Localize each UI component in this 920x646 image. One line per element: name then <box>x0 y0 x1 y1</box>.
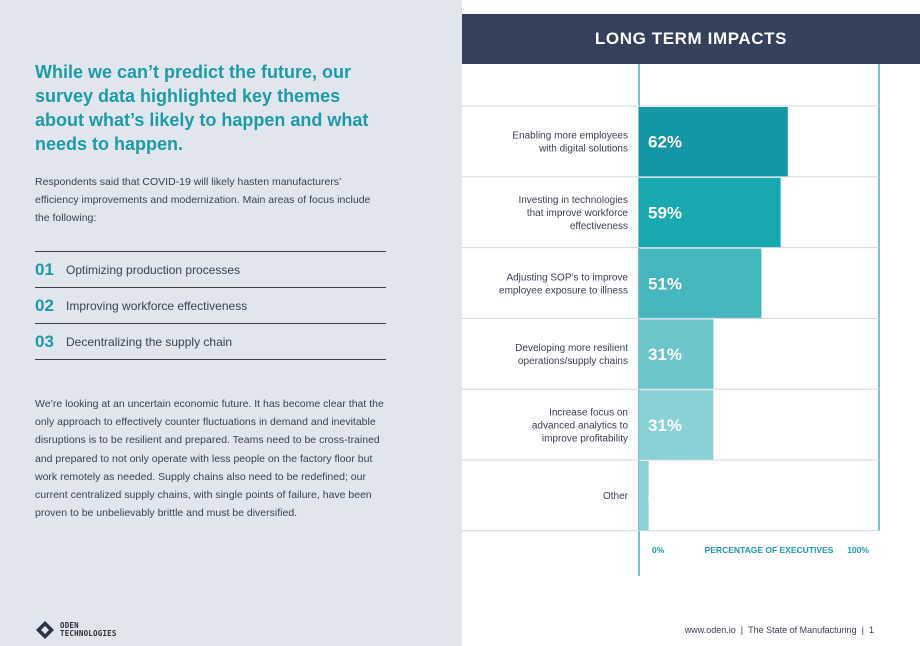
category-label-line: effectiveness <box>570 221 628 232</box>
category-label-line: Enabling more employees <box>512 131 628 142</box>
logo-line-2: TECHNOLOGIES <box>60 629 117 638</box>
bar-value-label: 62% <box>648 133 682 152</box>
page-footer: www.oden.io | The State of Manufacturing | 1 <box>685 625 874 635</box>
category-label-line: Investing in technologies <box>518 195 628 206</box>
category-label: Enabling more employees with digital solu… <box>512 131 628 155</box>
oden-logo: ODEN TECHNOLOGIES <box>35 620 117 640</box>
footer-page-number: 1 <box>868 625 874 635</box>
category-label-line: Other <box>603 491 629 502</box>
category-label-line: advanced analytics to <box>532 420 629 431</box>
bar <box>639 177 781 248</box>
category-label-line: operations/supply chains <box>518 356 628 367</box>
category-label-line: Increase focus on <box>549 407 628 418</box>
focus-item-2: 02 Improving workforce effectiveness <box>35 288 386 324</box>
body-paragraph: We’re looking at an uncertain economic f… <box>35 398 384 520</box>
focus-text: Decentralizing the supply chain <box>66 334 233 349</box>
bar-value-label: 59% <box>648 203 682 222</box>
focus-item-3: 03 Decentralizing the supply chain <box>35 324 386 360</box>
category-label-line: improve profitability <box>542 433 628 444</box>
category-label: Investing in technologies that improve wo… <box>518 195 628 232</box>
category-label-line: that improve workforce <box>527 208 629 219</box>
x-axis-max-label: 100% <box>847 545 869 555</box>
focus-text: Optimizing production processes <box>66 262 241 277</box>
bar <box>639 107 788 177</box>
footer-publication: The State of Manufacturing <box>748 625 857 635</box>
footer-separator: | <box>861 625 864 635</box>
focus-number: 03 <box>35 331 54 351</box>
bar-value-label: 31% <box>648 345 682 364</box>
intro-paragraph: Respondents said that COVID-19 will like… <box>35 176 371 224</box>
logo-wordmark: ODEN TECHNOLOGIES <box>60 620 117 639</box>
chart-title-banner: LONG TERM IMPACTS <box>462 14 920 64</box>
bar-value-label: 31% <box>648 416 682 435</box>
left-panel: While we can’t predict the future, our s… <box>0 0 462 646</box>
x-axis-min-label: 0% <box>652 545 665 555</box>
category-label: Developing more resilient operations/supp… <box>515 343 628 367</box>
right-panel: LONG TERM IMPACTS 62% Enabling more emplo… <box>462 0 920 646</box>
bar <box>639 319 714 389</box>
focus-item-1: 01 Optimizing production processes <box>35 252 386 288</box>
category-label-line: Developing more resilient <box>515 343 628 354</box>
x-axis-title: PERCENTAGE OF EXECUTIVES <box>705 545 834 555</box>
bar <box>639 461 649 531</box>
footer-separator: | <box>740 625 744 635</box>
focus-text: Improving workforce effectiveness <box>66 298 248 313</box>
category-label: Adjusting SOP’s to improve employee expos… <box>499 272 628 296</box>
focus-number: 01 <box>35 259 54 279</box>
headline: While we can’t predict the future, our s… <box>35 62 369 154</box>
logo-line-1: ODEN <box>60 620 79 630</box>
category-label: Other <box>603 491 629 502</box>
category-label-line: with digital solutions <box>538 144 628 155</box>
impact-bar-chart: 62% Enabling more employees with digital s… <box>462 64 880 576</box>
bar <box>639 248 762 318</box>
category-label: Increase focus on advanced analytics to im… <box>532 407 629 444</box>
bar-value-label: 4% <box>648 487 673 506</box>
chart-title: LONG TERM IMPACTS <box>594 29 788 48</box>
bar-value-label: 51% <box>648 274 682 293</box>
bar <box>639 390 714 460</box>
category-label-line: employee exposure to illness <box>499 285 628 296</box>
footer-url: www.oden.io <box>684 625 736 635</box>
focus-number: 02 <box>35 295 54 315</box>
category-label-line: Adjusting SOP’s to improve <box>506 272 628 283</box>
focus-list: 01 Optimizing production processes 02 Im… <box>35 251 386 360</box>
oden-diamond-icon <box>36 621 54 639</box>
